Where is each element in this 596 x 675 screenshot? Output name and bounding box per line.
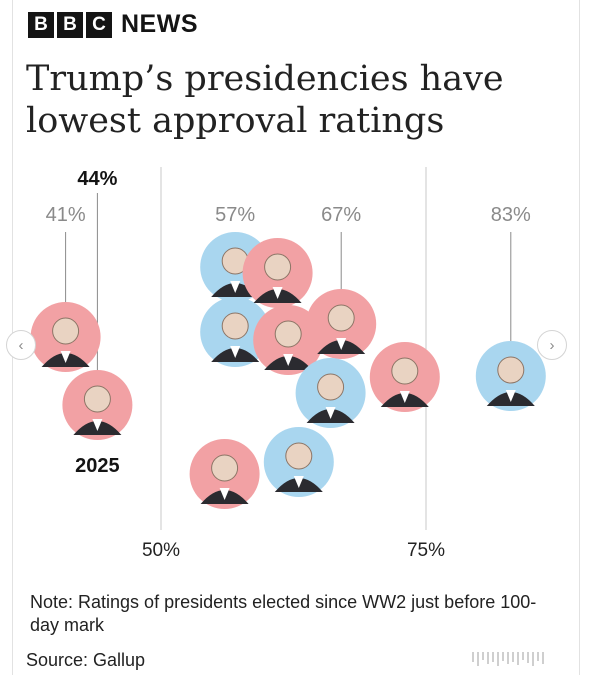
callout-label: 44% (77, 168, 117, 190)
logo-word: NEWS (121, 10, 198, 38)
portrait-icon (327, 304, 355, 332)
chevron-right-icon: › (549, 336, 555, 354)
callout-label: 83% (491, 204, 531, 226)
chevron-left-icon: ‹ (18, 336, 24, 354)
portrait-icon (264, 253, 292, 281)
callout-label: 41% (46, 204, 86, 226)
collar-icon (399, 391, 410, 403)
portrait-icon (274, 320, 302, 348)
logo-letter-b1: B (28, 11, 54, 38)
logo-letter-c: C (86, 11, 112, 38)
collar-icon (336, 338, 347, 350)
callout-label: 67% (321, 204, 361, 226)
collar-icon (505, 390, 516, 402)
watermark-mark (472, 652, 544, 666)
portrait-icon (317, 373, 345, 401)
chart-title: Trump’s presidencies have lowest approva… (26, 59, 504, 141)
collar-icon (60, 351, 71, 363)
portrait-icon (285, 442, 313, 470)
x-tick-label: 75% (407, 540, 445, 561)
collar-icon (272, 287, 283, 299)
x-tick-label: 50% (142, 540, 180, 561)
collar-icon (283, 354, 294, 366)
portrait-icon (221, 312, 249, 340)
collar-icon (219, 488, 230, 500)
portrait-icon (391, 357, 419, 385)
portrait-icon (497, 356, 525, 384)
carousel-next-button[interactable]: › (537, 330, 567, 360)
collar-icon (230, 346, 241, 358)
chart-note: Note: Ratings of presidents elected sinc… (30, 592, 537, 635)
portrait-icon (52, 317, 80, 345)
carousel-prev-button[interactable]: ‹ (6, 330, 36, 360)
callout-note: 2025 (75, 455, 120, 477)
portrait-icon (211, 454, 239, 482)
logo-letter-b2: B (57, 11, 83, 38)
portrait-icon (83, 385, 111, 413)
collar-icon (230, 281, 241, 293)
collar-icon (293, 476, 304, 488)
approval-chart: 50% 75% 41% 44% 2025 57% 67% 83% (30, 167, 546, 561)
collar-icon (92, 419, 103, 431)
collar-icon (325, 407, 336, 419)
chart-source: Source: Gallup (26, 650, 146, 670)
callout-label: 57% (215, 204, 255, 226)
bbc-news-logo: B B C NEWS (28, 10, 198, 39)
